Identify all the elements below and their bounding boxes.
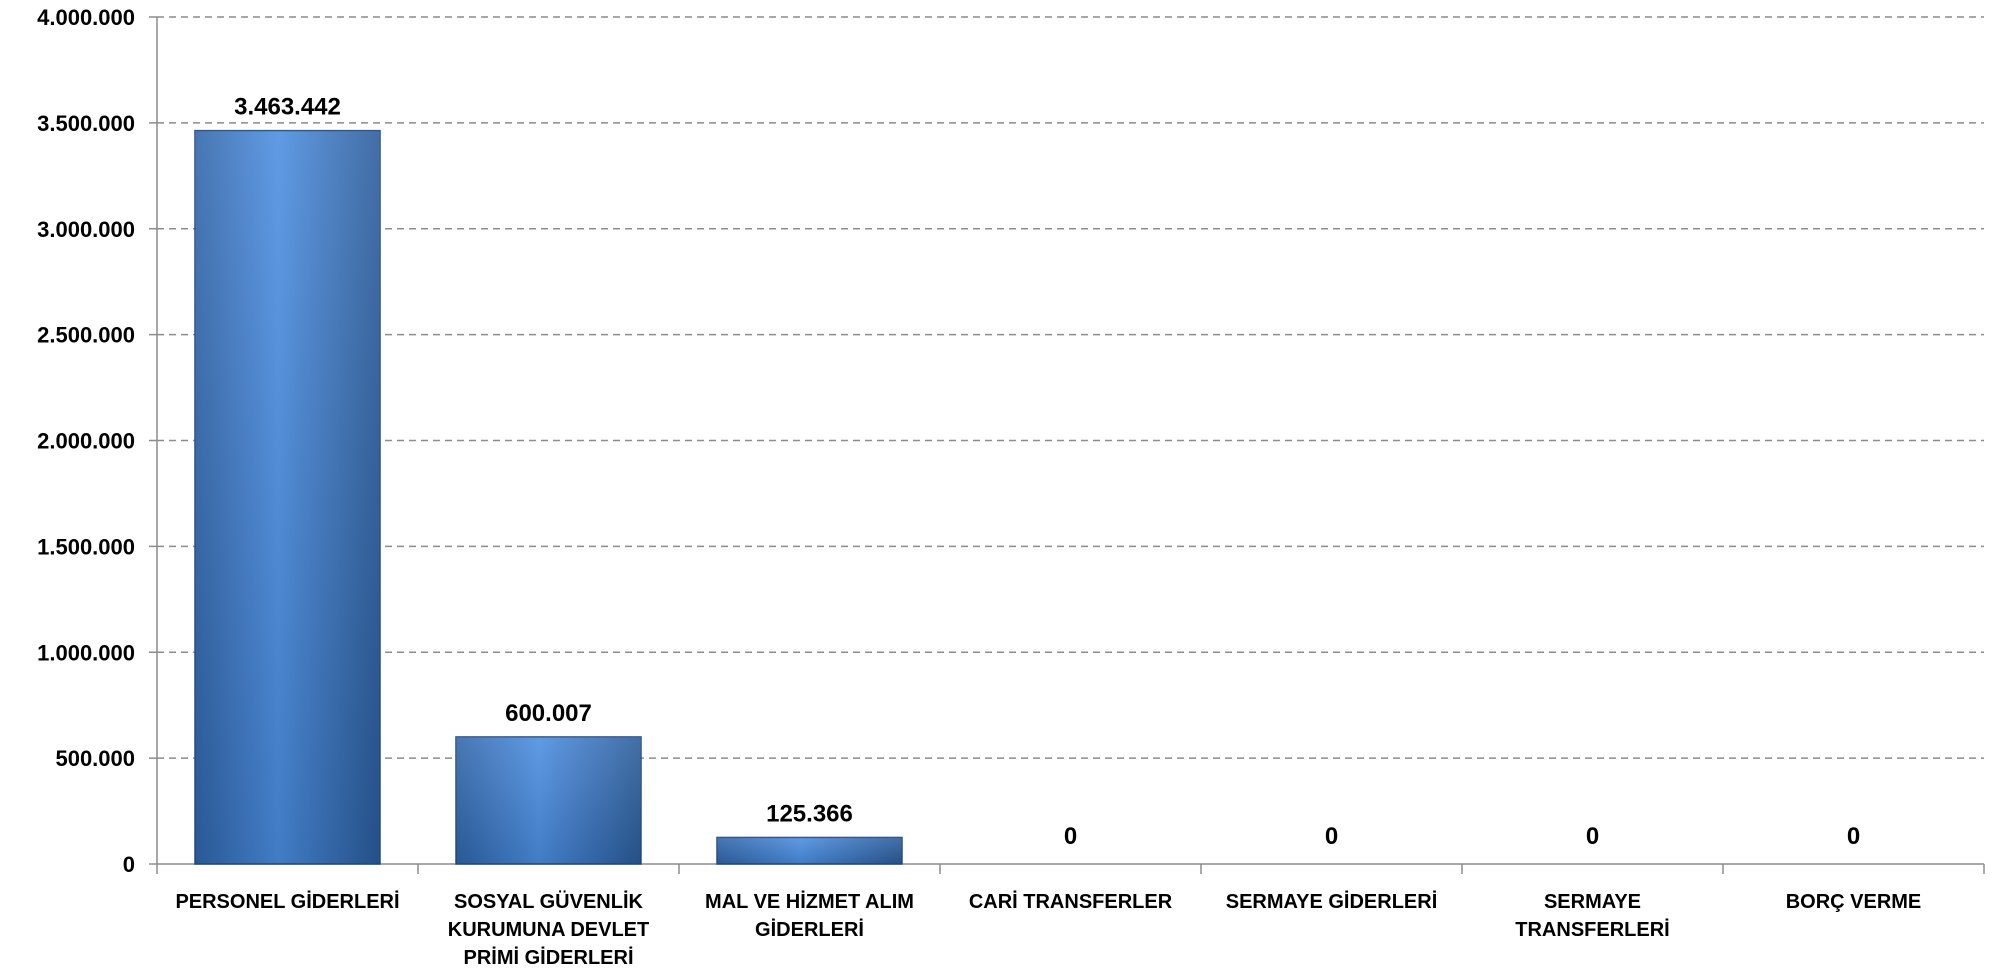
value-label: 0	[1586, 823, 1599, 850]
x-tick-label-line: PERSONEL GİDERLERİ	[175, 890, 399, 913]
y-tick-label: 2.500.000	[37, 323, 135, 348]
x-tick-label-line: SERMAYE	[1544, 891, 1641, 913]
labels: 0 500.000 1.000.000 1.500.000 2.000.000 2.500…	[37, 5, 1921, 969]
x-tick-label: MAL VE HİZMET ALIM GİDERLERİ	[705, 890, 914, 941]
x-tick-label-line: BORÇ VERME	[1786, 891, 1922, 913]
value-label: 0	[1064, 823, 1077, 850]
x-tick-label: PERSONEL GİDERLERİ	[175, 890, 399, 913]
x-tick-label-line: SOSYAL GÜVENLİK	[454, 890, 643, 913]
x-tick-label-line: MAL VE HİZMET ALIM	[705, 890, 914, 913]
y-tick-label: 4.000.000	[37, 5, 135, 30]
y-tick-label: 0	[123, 852, 135, 877]
y-tick-label: 1.000.000	[37, 640, 135, 665]
value-label: 3.463.442	[234, 94, 341, 121]
x-tick-label: CARİ TRANSFERLER	[969, 890, 1173, 913]
x-tick-label: BORÇ VERME	[1786, 891, 1922, 913]
value-label: 600.007	[505, 700, 592, 727]
axes	[149, 16, 1985, 874]
y-tick-label: 3.000.000	[37, 217, 135, 242]
y-tick-label: 500.000	[55, 746, 135, 771]
bar-shade	[456, 736, 641, 864]
x-tick-label-line: PRİMİ GİDERLERİ	[463, 946, 633, 969]
x-tick-label: SOSYAL GÜVENLİK KURUMUNA DEVLET PRİMİ GİDE…	[448, 890, 649, 969]
value-label: 0	[1847, 823, 1860, 850]
bars	[194, 129, 903, 865]
bar-shade	[195, 130, 380, 864]
x-tick-label: SERMAYE TRANSFERLERİ	[1515, 891, 1669, 941]
bar-shade	[717, 837, 902, 864]
x-tick-label-line: GİDERLERİ	[755, 918, 864, 941]
value-label: 125.366	[766, 800, 853, 827]
x-tick-label-line: KURUMUNA DEVLET	[448, 919, 649, 941]
y-tick-label: 1.500.000	[37, 534, 135, 559]
x-tick-label-line: SERMAYE GİDERLERİ	[1226, 890, 1438, 913]
y-tick-label: 2.000.000	[37, 429, 135, 454]
gridlines	[157, 16, 1984, 759]
x-tick-label-line: TRANSFERLERİ	[1515, 918, 1669, 941]
y-tick-label: 3.500.000	[37, 111, 135, 136]
x-tick-label-line: CARİ TRANSFERLER	[969, 890, 1173, 913]
x-tick-label: SERMAYE GİDERLERİ	[1226, 890, 1438, 913]
value-label: 0	[1325, 823, 1338, 850]
